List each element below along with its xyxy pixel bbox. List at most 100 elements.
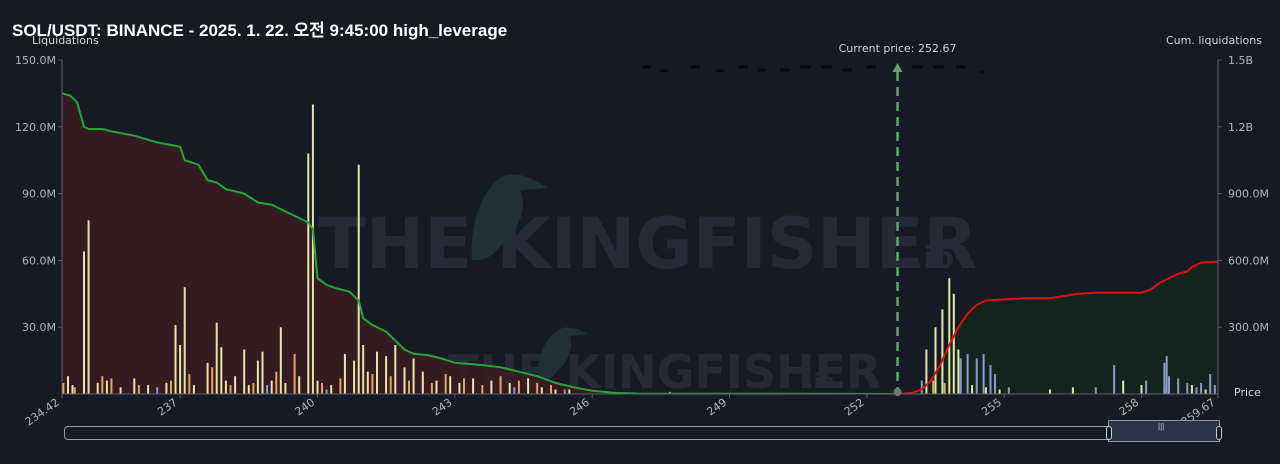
x-tick-label: 258 <box>1117 396 1142 419</box>
liquidation-bar <box>311 104 314 394</box>
liquidation-bar <box>1190 385 1193 394</box>
long-cum-line <box>897 260 1218 394</box>
liquidation-bar <box>932 380 935 394</box>
range-right-handle[interactable] <box>1216 426 1222 440</box>
liquidation-bar <box>1145 380 1148 394</box>
liquidation-bar <box>1113 365 1116 394</box>
liquidation-bar <box>67 376 69 394</box>
liquidation-bar <box>261 351 264 394</box>
liquidation-bar <box>408 380 410 394</box>
liquidation-bar <box>472 378 475 394</box>
y2-tick-label: 1.2B <box>1228 121 1253 134</box>
x-tick-label: 237 <box>155 396 180 419</box>
liquidation-bar <box>989 365 992 394</box>
range-left-handle[interactable] <box>1106 426 1112 440</box>
liquidation-bar <box>119 387 122 394</box>
watermark-text: THE KINGFISHER <box>318 203 977 285</box>
liquidation-bar <box>362 345 365 394</box>
liquidation-bar <box>96 382 99 394</box>
grip-icon: ||| <box>1158 422 1165 431</box>
liquidation-bar <box>481 385 484 394</box>
liquidation-bar <box>211 367 214 394</box>
liquidation-bar <box>421 371 424 394</box>
liquidation-bar <box>966 353 969 394</box>
liquidation-bar <box>463 378 465 394</box>
liquidation-bar <box>73 387 76 394</box>
liquidation-bar <box>266 385 269 394</box>
liquidation-bar <box>170 380 172 394</box>
range-scrollbar[interactable] <box>64 426 1220 440</box>
liquidation-bar <box>952 293 955 394</box>
liquidation-bar <box>220 347 223 394</box>
x-axis-title: Price <box>1234 386 1261 399</box>
liquidation-bar <box>325 389 328 394</box>
short-cum-area <box>62 93 898 394</box>
liquidation-bar <box>110 378 113 394</box>
liquidation-bar <box>87 220 90 394</box>
liquidation-bar <box>1177 378 1180 394</box>
liquidation-bar <box>343 353 346 394</box>
watermark: THE KINGFISHER .io THE KINGFISHER .io <box>318 174 977 399</box>
current-price-dot <box>893 388 902 396</box>
x-tick-label: 234.42 <box>23 396 62 429</box>
liquidation-bar <box>540 387 543 394</box>
liquidation-bar <box>357 164 360 394</box>
liquidation-bar <box>975 358 978 394</box>
liquidation-bar <box>920 380 923 394</box>
x-tick-label: 243 <box>430 396 455 419</box>
y2-tick-label: 900.0M <box>1228 188 1269 201</box>
liquidation-bar <box>137 385 140 394</box>
liquidation-bar <box>1071 387 1074 394</box>
kingfisher-bird-icon-2 <box>537 327 588 386</box>
liquidation-bar <box>957 349 960 394</box>
current-price-marker: Current price: 252.67 <box>839 42 956 396</box>
liquidation-bar <box>948 278 951 394</box>
range-scroll-thumb[interactable]: ||| <box>1108 420 1220 442</box>
x-tick-label: 249 <box>705 396 730 419</box>
cumulative-lines <box>62 92 1218 394</box>
y-tick-label: 120.0M <box>15 121 56 134</box>
y-tick-label: 90.0M <box>22 188 56 201</box>
liquidation-bar <box>234 376 237 394</box>
liquidation-bar <box>330 385 333 394</box>
liquidation-bar <box>513 387 516 394</box>
liquidation-bar <box>215 322 218 394</box>
x-tick-label: 252 <box>842 396 867 419</box>
liquidation-bar <box>252 382 255 394</box>
x-axis-ticks: 234.42 237 240 243 246 249 252 255 258 259.67 <box>23 394 1219 429</box>
liquidation-bar <box>316 380 319 394</box>
y2-tick-label: 300.0M <box>1228 321 1269 334</box>
liquidation-bar <box>430 382 433 394</box>
liquidation-bar <box>105 380 108 394</box>
liquidation-bar <box>435 380 438 394</box>
y-tick-label: 60.0M <box>22 254 56 267</box>
liquidation-bar <box>998 389 1001 394</box>
liquidation-bar <box>925 349 928 394</box>
liquidation-bar <box>490 380 493 394</box>
liquidation-bar <box>554 389 557 394</box>
liquidation-bar <box>147 385 150 394</box>
short-cum-line <box>62 92 898 394</box>
liquidation-bar <box>403 367 406 394</box>
liquidation-bar <box>563 389 566 394</box>
liquidation-bar <box>536 382 539 394</box>
liquidation-bar <box>517 380 520 394</box>
liquidation-bar <box>62 382 65 394</box>
liquidation-bar <box>270 380 273 394</box>
liquidation-bar <box>275 371 278 394</box>
liquidation-bar <box>941 309 944 394</box>
liquidation-bar <box>527 378 530 394</box>
liquidation-bar <box>307 153 310 394</box>
y-axis-ticks: 150.0M 120.0M 90.0M 60.0M 30.0M <box>15 54 62 334</box>
liquidation-bar <box>499 376 502 394</box>
liquidation-bar <box>229 385 232 394</box>
liquidation-bar <box>943 382 946 394</box>
liquidation-bar <box>1204 389 1207 394</box>
liquidation-bar <box>192 385 195 394</box>
liquidation-bar <box>994 374 996 394</box>
liquidation-bar <box>984 387 987 394</box>
liquidation-bar <box>458 382 461 394</box>
liquidation-bar <box>934 327 937 394</box>
liquidation-bar <box>206 362 209 394</box>
liquidation-bar <box>174 325 177 394</box>
